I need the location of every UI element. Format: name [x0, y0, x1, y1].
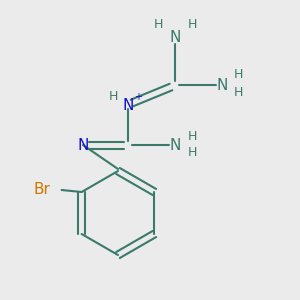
Text: H: H	[187, 130, 197, 143]
Text: N: N	[216, 77, 228, 92]
Text: N: N	[77, 137, 89, 152]
Text: H: H	[233, 85, 243, 98]
Text: H: H	[233, 68, 243, 82]
Text: H: H	[108, 91, 118, 103]
Text: N: N	[122, 98, 134, 112]
Text: H: H	[153, 19, 163, 32]
Text: H: H	[187, 146, 197, 160]
Text: +: +	[134, 92, 142, 102]
Text: N: N	[169, 137, 181, 152]
Text: H: H	[187, 19, 197, 32]
Text: N: N	[169, 31, 181, 46]
Text: Br: Br	[33, 182, 50, 197]
